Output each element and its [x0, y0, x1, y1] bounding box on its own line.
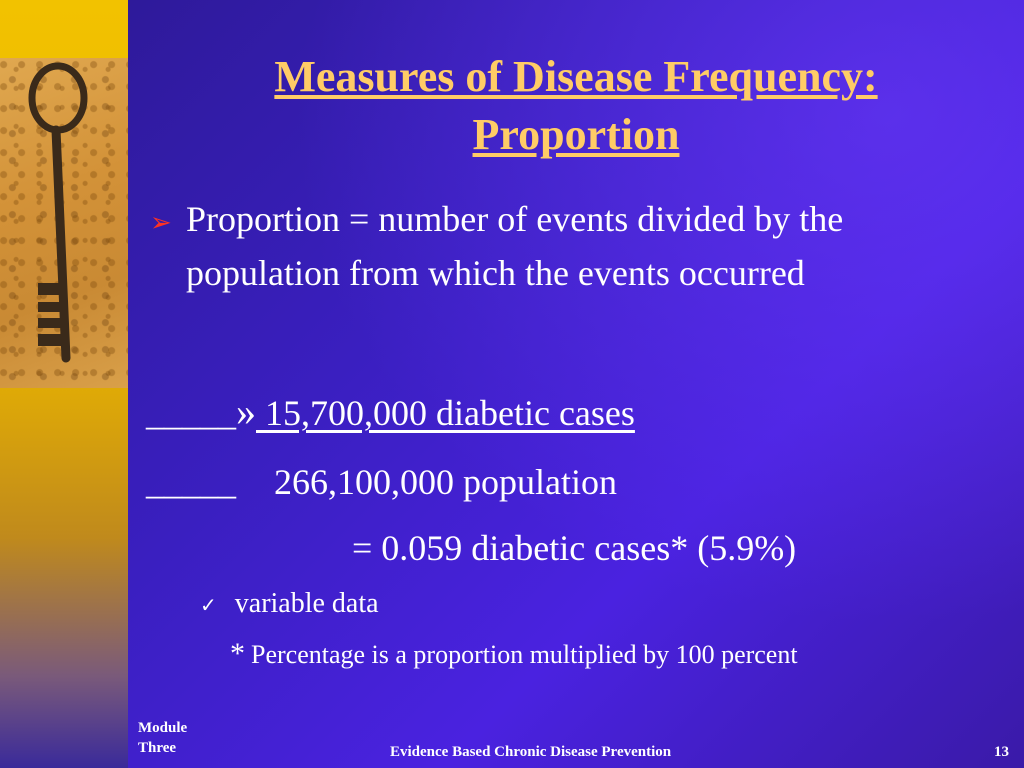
- check-item-text: variable data: [234, 588, 379, 619]
- result-line: = 0.059 diabetic cases* (5.9%): [352, 528, 797, 568]
- definition-bullet: ➢ Proportion = number of events divided …: [150, 192, 970, 300]
- footer-module-line-2: Three: [138, 740, 177, 756]
- key-icon: [28, 62, 88, 363]
- check-icon: ✓: [200, 593, 217, 617]
- numerator-value: 15,700,000 diabetic cases: [256, 393, 635, 433]
- title-line-1: Measures of Disease Frequency:: [274, 52, 878, 101]
- check-item: ✓ variable data: [200, 586, 379, 623]
- footnote-marker: *: [230, 637, 245, 670]
- footer-title: Evidence Based Chronic Disease Preventio…: [390, 744, 672, 760]
- slide-background: [128, 0, 1024, 768]
- slide-title: Measures of Disease Frequency: Proportio…: [128, 48, 1024, 164]
- footer-module-line-1: Module: [138, 720, 188, 736]
- definition-text: Proportion = number of events divided by…: [186, 199, 844, 293]
- arrow-bullet-icon: ➢: [150, 208, 172, 237]
- page-number: 13: [994, 744, 1009, 760]
- footnote-text: Percentage is a proportion multiplied by…: [251, 640, 798, 669]
- footer-module: Module Three: [138, 718, 187, 758]
- denominator-prefix: _____: [146, 462, 236, 502]
- numerator-prefix: _____: [146, 393, 236, 433]
- denominator-value: 266,100,000 population: [274, 462, 617, 502]
- title-line-2: Proportion: [472, 110, 680, 159]
- numerator-marker: »: [236, 389, 256, 434]
- numerator-line: _____» 15,700,000 diabetic cases: [146, 390, 635, 435]
- denominator-line: _____ 266,100,000 population: [146, 460, 617, 504]
- key-photo: [0, 58, 128, 388]
- footnote: * Percentage is a proportion multiplied b…: [230, 636, 798, 673]
